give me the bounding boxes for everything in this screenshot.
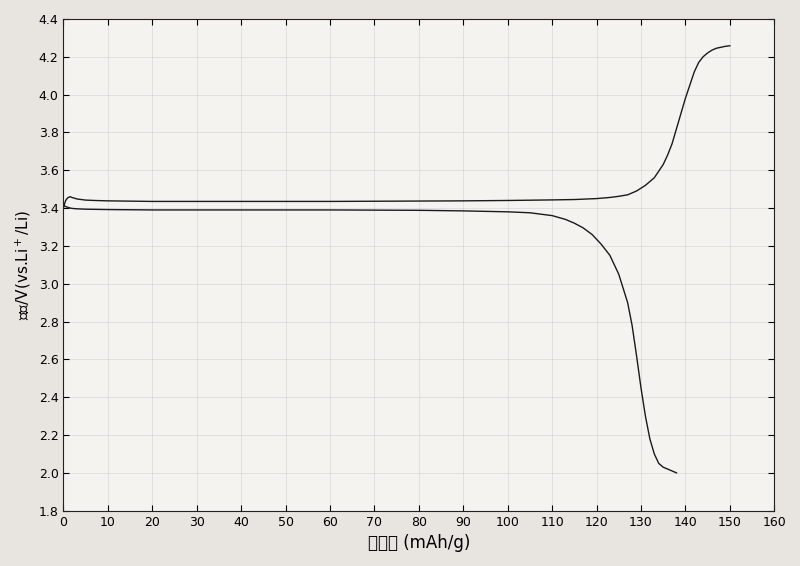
Y-axis label: 电压/V(vs.Li$^+$/Li): 电压/V(vs.Li$^+$/Li) xyxy=(14,210,33,320)
X-axis label: 比容量 (mAh/g): 比容量 (mAh/g) xyxy=(368,534,470,552)
